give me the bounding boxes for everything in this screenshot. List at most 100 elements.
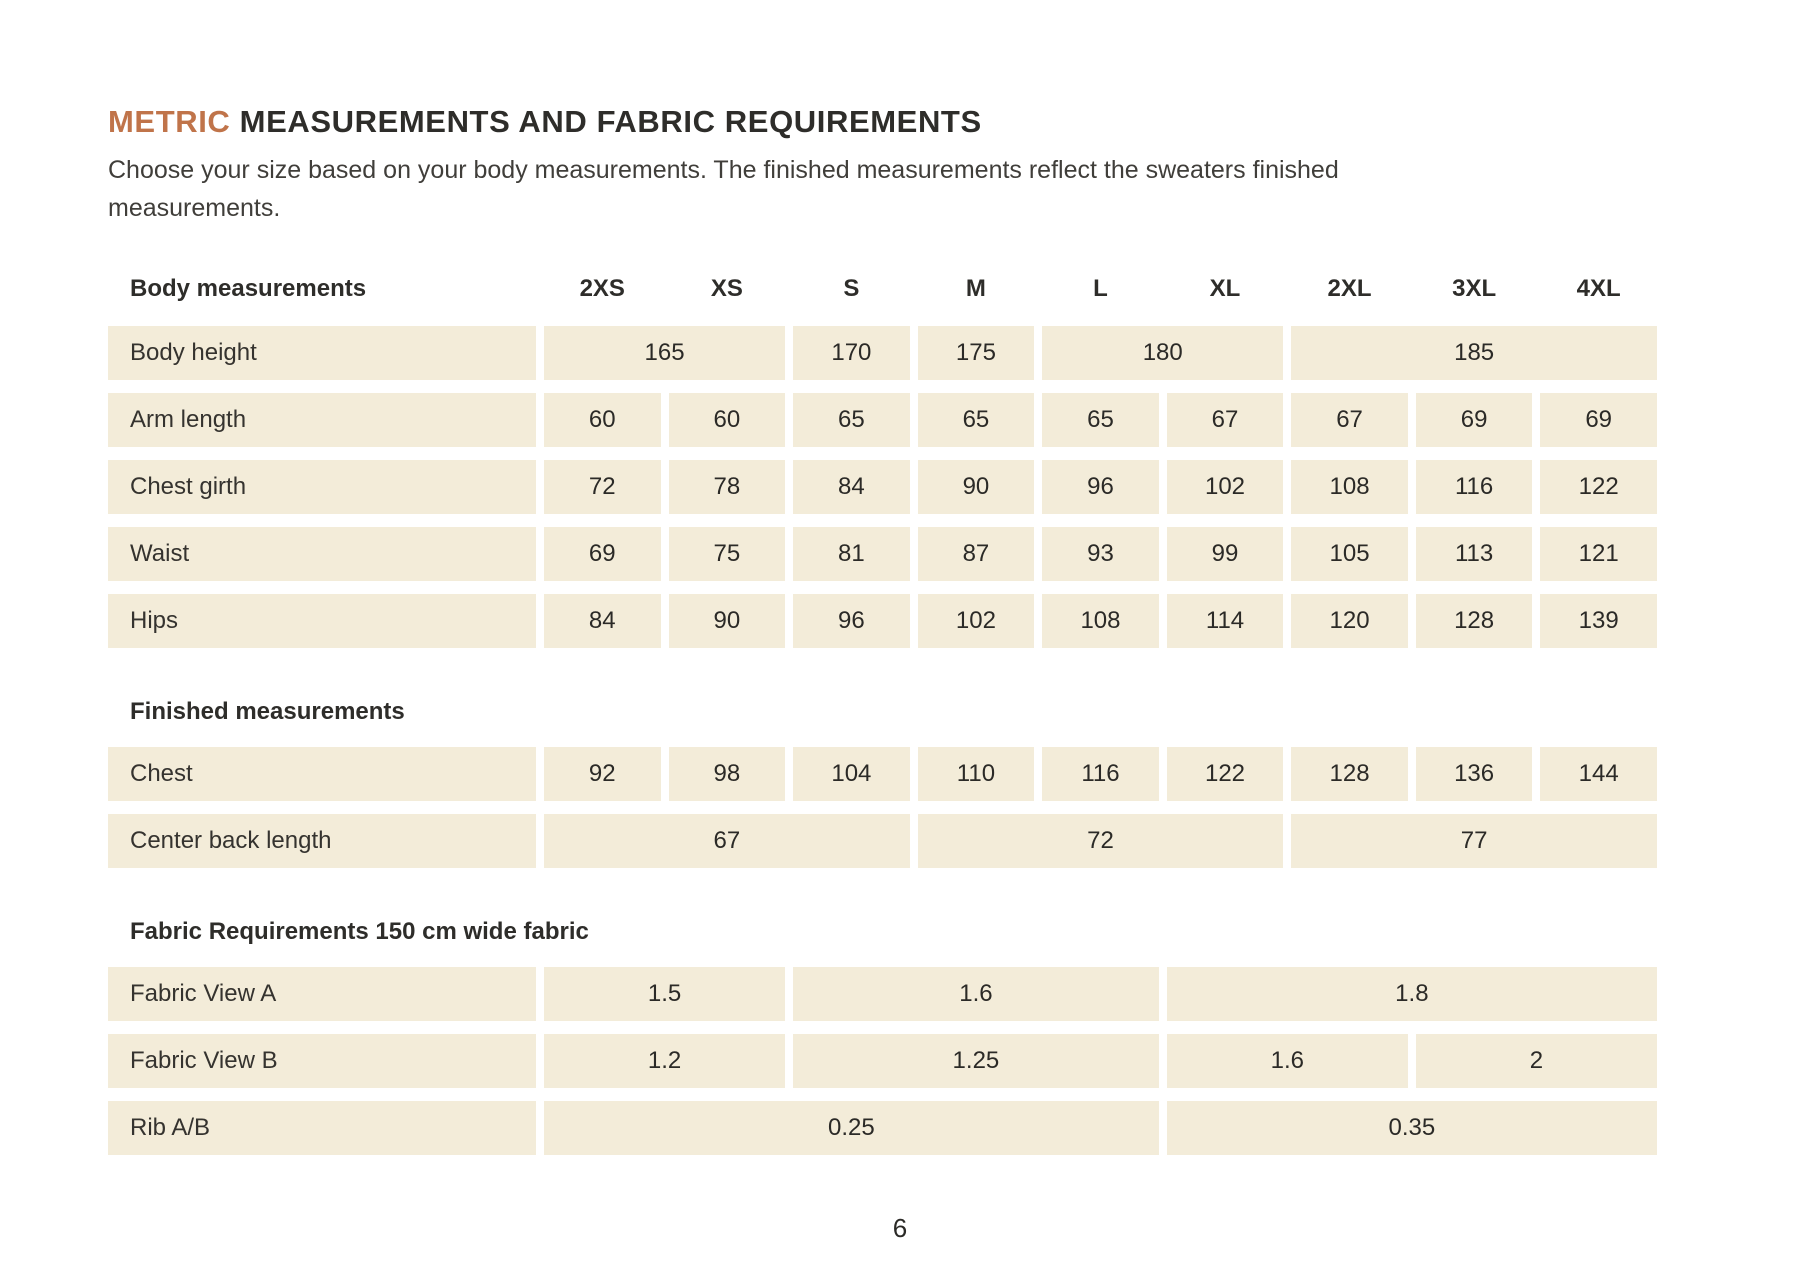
value-cell: 110 [917,747,1035,801]
size-column-header: S [843,275,860,302]
value-cell: 144 [1540,747,1657,801]
table-row: Arm length 60 60 65 65 65 67 67 69 69 [108,393,1657,447]
value-cell: 102 [917,594,1035,648]
size-column-header: XS [710,275,743,302]
value-cell: 1.5 [544,967,786,1021]
size-column-header: M [965,275,986,302]
value-cell: 99 [1166,527,1284,581]
row-label: Fabric View A [108,967,536,1021]
value-cell: 0.35 [1166,1101,1657,1155]
value-cell: 104 [793,747,910,801]
section-title: Finished measurements [130,698,405,725]
value-cell: 72 [544,460,661,514]
row-label: Hips [108,594,536,648]
value-cell: 84 [793,460,910,514]
value-cell: 90 [668,594,786,648]
value-cell: 90 [917,460,1035,514]
value-cell: 92 [544,747,661,801]
row-label: Fabric View B [108,1034,536,1088]
row-label: Rib A/B [108,1101,536,1155]
value-cell: 116 [1042,747,1159,801]
value-cell: 69 [544,527,661,581]
value-cell: 2 [1415,1034,1657,1088]
value-cell: 121 [1540,527,1657,581]
table-header-label: Body measurements [130,275,367,302]
row-label: Center back length [108,814,536,868]
value-cell: 67 [544,814,910,868]
section-header-row: Finished measurements [108,661,1657,734]
value-cell: 93 [1042,527,1159,581]
table-row: Chest girth 72 78 84 90 96 102 108 116 122 [108,460,1657,514]
measurements-table: Body measurements 2XS XS S M L XL 2XL 3XL 4XL Body… [100,252,1665,1168]
value-cell: 81 [793,527,910,581]
size-column-header: 3XL [1452,275,1497,302]
size-column-header: L [1093,275,1108,302]
table-row: Chest 92 98 104 110 116 122 128 136 144 [108,747,1657,801]
value-cell: 67 [1291,393,1408,447]
value-cell: 105 [1291,527,1408,581]
table-row: Body height 165 170 175 180 185 [108,326,1657,380]
table-row: Waist 69 75 81 87 93 99 105 113 121 [108,527,1657,581]
value-cell: 67 [1166,393,1284,447]
value-cell: 65 [917,393,1035,447]
value-cell: 60 [544,393,661,447]
table-row: Fabric View B 1.2 1.25 1.6 2 [108,1034,1657,1088]
table-row: Hips 84 90 96 102 108 114 120 128 139 [108,594,1657,648]
value-cell: 185 [1291,326,1657,380]
value-cell: 102 [1166,460,1284,514]
value-cell: 1.6 [793,967,1159,1021]
table-row: Center back length 67 72 77 [108,814,1657,868]
value-cell: 69 [1415,393,1533,447]
intro-text: Choose your size based on your body meas… [108,151,1665,227]
page-number: 6 [892,1213,908,1243]
value-cell: 165 [544,326,786,380]
row-label: Waist [108,527,536,581]
value-cell: 77 [1291,814,1657,868]
value-cell: 136 [1415,747,1533,801]
value-cell: 180 [1042,326,1284,380]
row-label: Body height [108,326,536,380]
value-cell: 114 [1166,594,1284,648]
value-cell: 108 [1042,594,1159,648]
value-cell: 65 [1042,393,1159,447]
value-cell: 120 [1291,594,1408,648]
value-cell: 1.8 [1166,967,1657,1021]
row-label: Chest girth [108,460,536,514]
value-cell: 78 [668,460,786,514]
section-header-row: Fabric Requirements 150 cm wide fabric [108,881,1657,954]
value-cell: 108 [1291,460,1408,514]
value-cell: 1.2 [544,1034,786,1088]
value-cell: 69 [1540,393,1657,447]
page-title-rest: MEASUREMENTS AND FABRIC REQUIREMENTS [230,104,982,139]
value-cell: 1.25 [793,1034,1159,1088]
intro-line-2: measurements. [108,194,281,222]
row-label: Chest [108,747,536,801]
value-cell: 128 [1415,594,1533,648]
page-title-highlight: METRIC [108,104,231,139]
size-column-header: XL [1209,275,1241,302]
value-cell: 72 [917,814,1284,868]
row-label: Arm length [108,393,536,447]
value-cell: 113 [1415,527,1533,581]
value-cell: 0.25 [544,1101,1159,1155]
value-cell: 175 [917,326,1035,380]
value-cell: 87 [917,527,1035,581]
table-row: Rib A/B 0.25 0.35 [108,1101,1657,1155]
value-cell: 75 [668,527,786,581]
value-cell: 84 [544,594,661,648]
value-cell: 96 [1042,460,1159,514]
value-cell: 98 [668,747,786,801]
value-cell: 122 [1540,460,1657,514]
section-title: Fabric Requirements 150 cm wide fabric [130,918,589,945]
page-title: METRIC MEASUREMENTS AND FABRIC REQUIREME… [108,103,1665,141]
page-content: METRIC MEASUREMENTS AND FABRIC REQUIREME… [100,103,1665,1168]
value-cell: 1.6 [1166,1034,1408,1088]
table-row: Fabric View A 1.5 1.6 1.8 [108,967,1657,1021]
size-column-header: 4XL [1576,275,1621,302]
value-cell: 96 [793,594,910,648]
value-cell: 139 [1540,594,1657,648]
value-cell: 65 [793,393,910,447]
intro-line-1: Choose your size based on your body meas… [108,156,1339,184]
value-cell: 60 [668,393,786,447]
